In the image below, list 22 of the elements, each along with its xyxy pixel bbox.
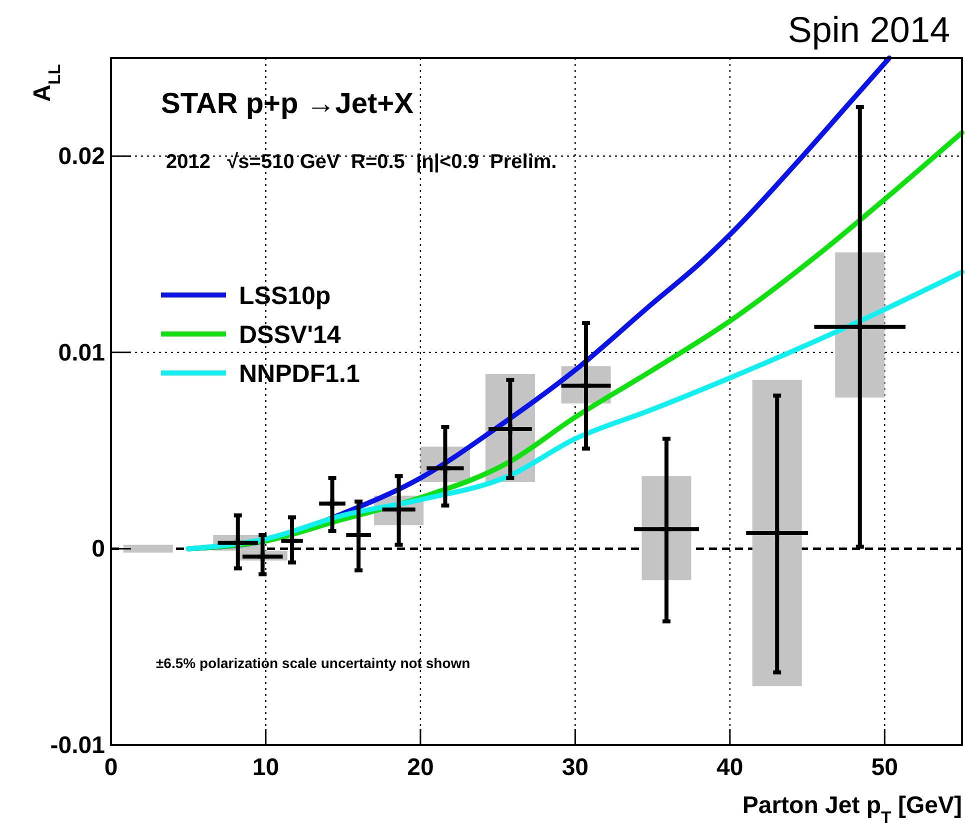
y-tick-label: -0.01	[50, 732, 105, 759]
x-tick-label: 50	[871, 754, 898, 781]
x-tick-label: 40	[716, 754, 744, 781]
annotation: ±6.5% polarization scale uncertainty not shown	[156, 655, 470, 671]
text: STAR p+p →Jet+X	[161, 88, 414, 120]
text: Spin 2014	[788, 9, 950, 50]
x-tick-label: 20	[407, 754, 434, 781]
point	[256, 550, 270, 564]
y-tick-label: 0.02	[58, 143, 105, 170]
legend-label: LSS10p	[239, 282, 331, 310]
y-tick-label: 0	[92, 536, 105, 563]
bar	[123, 544, 173, 553]
x-tick-label: 30	[562, 754, 589, 781]
x-tick-label: 10	[252, 754, 280, 781]
bar	[752, 380, 802, 686]
x-axis-title: Parton Jet p$_{T}$ [GeV]	[742, 792, 962, 826]
y-tick-label: 0.01	[58, 339, 105, 366]
legend-label: NNPDF1.1	[239, 360, 360, 388]
legend-label: DSSV'14	[239, 321, 341, 349]
point	[852, 320, 867, 334]
text: 2012 √s=510 GeV R=0.5 |η|<0.9 Prelim.	[166, 151, 557, 173]
point	[325, 496, 340, 511]
